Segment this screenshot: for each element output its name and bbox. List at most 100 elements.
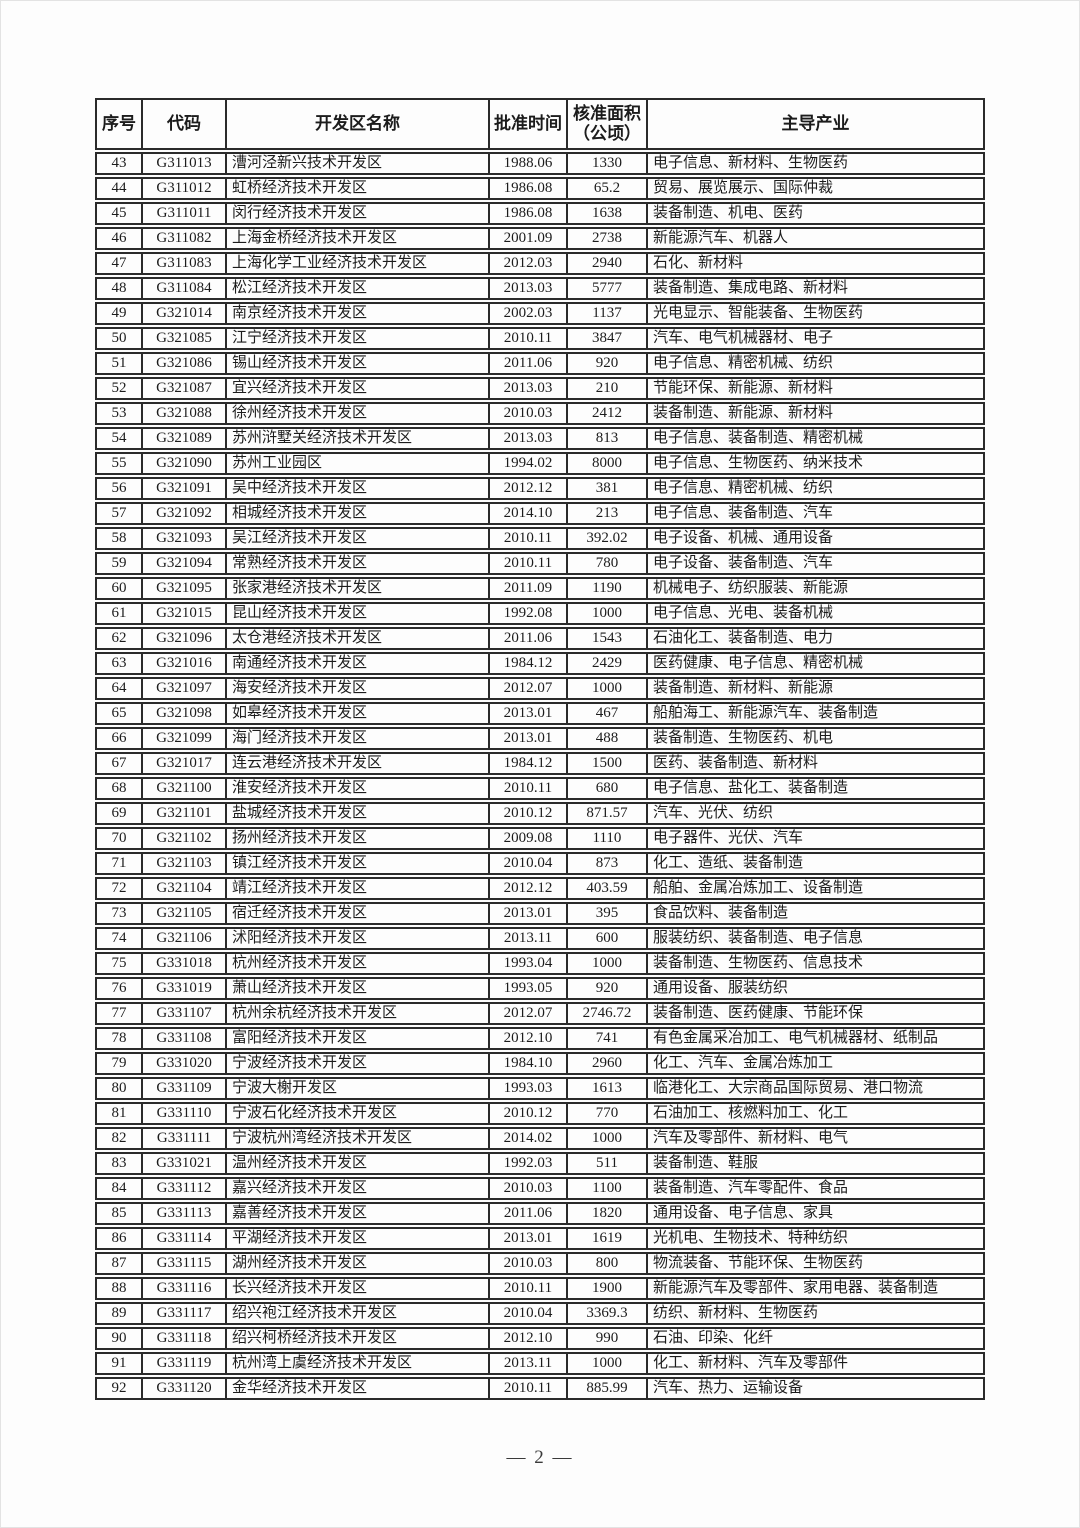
cell-code: G331111	[143, 1127, 227, 1150]
cell-index: 91	[95, 1352, 143, 1375]
cell-code: G321091	[143, 477, 227, 500]
cell-industries: 装备制造、生物医药、信息技术	[648, 952, 985, 975]
cell-code: G321103	[143, 852, 227, 875]
cell-index: 73	[95, 902, 143, 925]
cell-area: 885.99	[568, 1377, 648, 1400]
cell-area: 2738	[568, 227, 648, 250]
table-row: 45 G311011 闵行经济技术开发区 1986.08 1638 装备制造、机电、医药	[95, 202, 985, 225]
cell-index: 45	[95, 202, 143, 225]
cell-industries: 装备制造、机电、医药	[648, 202, 985, 225]
column-header-industries: 主导产业	[648, 98, 985, 150]
cell-date: 2012.10	[490, 1327, 568, 1350]
table-row: 63 G321016 南通经济技术开发区 1984.12 2429 医药健康、电子信息、精…	[95, 652, 985, 675]
table-row: 79 G331020 宁波经济技术开发区 1984.10 2960 化工、汽车、金属冶炼加…	[95, 1052, 985, 1075]
cell-industries: 石油、印染、化纤	[648, 1327, 985, 1350]
table-row: 64 G321097 海安经济技术开发区 2012.07 1000 装备制造、新材料、新能…	[95, 677, 985, 700]
cell-code: G321100	[143, 777, 227, 800]
page-number: — 2 —	[506, 1447, 574, 1468]
cell-code: G311084	[143, 277, 227, 300]
cell-index: 66	[95, 727, 143, 750]
column-header-date: 批准时间	[490, 98, 568, 150]
cell-date: 1984.10	[490, 1052, 568, 1075]
cell-area: 1000	[568, 602, 648, 625]
cell-industries: 电子设备、机械、通用设备	[648, 527, 985, 550]
cell-industries: 贸易、展览展示、国际仲裁	[648, 177, 985, 200]
cell-name: 吴中经济技术开发区	[227, 477, 490, 500]
cell-code: G321105	[143, 902, 227, 925]
cell-area: 800	[568, 1252, 648, 1275]
cell-name: 苏州工业园区	[227, 452, 490, 475]
table-row: 49 G321014 南京经济技术开发区 2002.03 1137 光电显示、智能装备、生…	[95, 302, 985, 325]
cell-area: 680	[568, 777, 648, 800]
table-row: 74 G321106 沭阳经济技术开发区 2013.11 600 服装纺织、装备制造、电子…	[95, 927, 985, 950]
cell-date: 2010.11	[490, 527, 568, 550]
cell-area: 920	[568, 977, 648, 1000]
cell-index: 84	[95, 1177, 143, 1200]
cell-date: 2010.11	[490, 327, 568, 350]
cell-area: 467	[568, 702, 648, 725]
cell-name: 徐州经济技术开发区	[227, 402, 490, 425]
cell-index: 76	[95, 977, 143, 1000]
cell-industries: 化工、新材料、汽车及零部件	[648, 1352, 985, 1375]
cell-industries: 临港化工、大宗商品国际贸易、港口物流	[648, 1077, 985, 1100]
table-row: 52 G321087 宜兴经济技术开发区 2013.03 210 节能环保、新能源、新材料	[95, 377, 985, 400]
cell-area: 1613	[568, 1077, 648, 1100]
cell-area: 1110	[568, 827, 648, 850]
cell-date: 2010.11	[490, 1377, 568, 1400]
cell-date: 2013.11	[490, 1352, 568, 1375]
cell-date: 2011.09	[490, 577, 568, 600]
cell-name: 宁波杭州湾经济技术开发区	[227, 1127, 490, 1150]
cell-code: G331117	[143, 1302, 227, 1325]
cell-index: 77	[95, 1002, 143, 1025]
cell-date: 2010.03	[490, 1252, 568, 1275]
cell-name: 江宁经济技术开发区	[227, 327, 490, 350]
cell-area: 1500	[568, 752, 648, 775]
cell-date: 2013.03	[490, 277, 568, 300]
column-header-name: 开发区名称	[227, 98, 490, 150]
cell-name: 松江经济技术开发区	[227, 277, 490, 300]
cell-code: G321088	[143, 402, 227, 425]
cell-code: G331021	[143, 1152, 227, 1175]
cell-area: 1000	[568, 1127, 648, 1150]
cell-industries: 汽车、光伏、纺织	[648, 802, 985, 825]
cell-area: 600	[568, 927, 648, 950]
cell-date: 1994.02	[490, 452, 568, 475]
table-header-row: 序号 代码 开发区名称 批准时间 核准面积 （公顷） 主导产业	[95, 98, 985, 150]
cell-area: 1543	[568, 627, 648, 650]
cell-name: 嘉兴经济技术开发区	[227, 1177, 490, 1200]
cell-date: 2002.03	[490, 302, 568, 325]
cell-date: 2012.12	[490, 877, 568, 900]
cell-date: 2011.06	[490, 1202, 568, 1225]
cell-index: 68	[95, 777, 143, 800]
cell-code: G321104	[143, 877, 227, 900]
cell-index: 56	[95, 477, 143, 500]
table-row: 70 G321102 扬州经济技术开发区 2009.08 1110 电子器件、光伏、汽车	[95, 827, 985, 850]
cell-code: G331118	[143, 1327, 227, 1350]
cell-date: 2012.07	[490, 1002, 568, 1025]
cell-name: 太仓港经济技术开发区	[227, 627, 490, 650]
table-row: 77 G331107 杭州余杭经济技术开发区 2012.07 2746.72 装备制造、医…	[95, 1002, 985, 1025]
cell-date: 1988.06	[490, 152, 568, 175]
table-row: 80 G331109 宁波大榭开发区 1993.03 1613 临港化工、大宗商品国际贸易…	[95, 1077, 985, 1100]
cell-area: 403.59	[568, 877, 648, 900]
cell-date: 1986.08	[490, 177, 568, 200]
cell-code: G331110	[143, 1102, 227, 1125]
cell-name: 上海化学工业经济技术开发区	[227, 252, 490, 275]
table-row: 71 G321103 镇江经济技术开发区 2010.04 873 化工、造纸、装备制造	[95, 852, 985, 875]
cell-code: G321094	[143, 552, 227, 575]
cell-name: 平湖经济技术开发区	[227, 1227, 490, 1250]
cell-code: G321086	[143, 352, 227, 375]
cell-date: 1993.04	[490, 952, 568, 975]
cell-date: 1993.03	[490, 1077, 568, 1100]
cell-industries: 医药、装备制造、新材料	[648, 752, 985, 775]
table-row: 58 G321093 吴江经济技术开发区 2010.11 392.02 电子设备、机械、通…	[95, 527, 985, 550]
table-row: 47 G311083 上海化学工业经济技术开发区 2012.03 2940 石化、新材料	[95, 252, 985, 275]
cell-industries: 船舶、金属冶炼加工、设备制造	[648, 877, 985, 900]
cell-index: 71	[95, 852, 143, 875]
cell-date: 2012.12	[490, 477, 568, 500]
column-header-area-line1: 核准面积	[573, 103, 641, 123]
table-row: 92 G331120 金华经济技术开发区 2010.11 885.99 汽车、热力、运输设…	[95, 1377, 985, 1400]
cell-date: 2014.10	[490, 502, 568, 525]
cell-name: 相城经济技术开发区	[227, 502, 490, 525]
